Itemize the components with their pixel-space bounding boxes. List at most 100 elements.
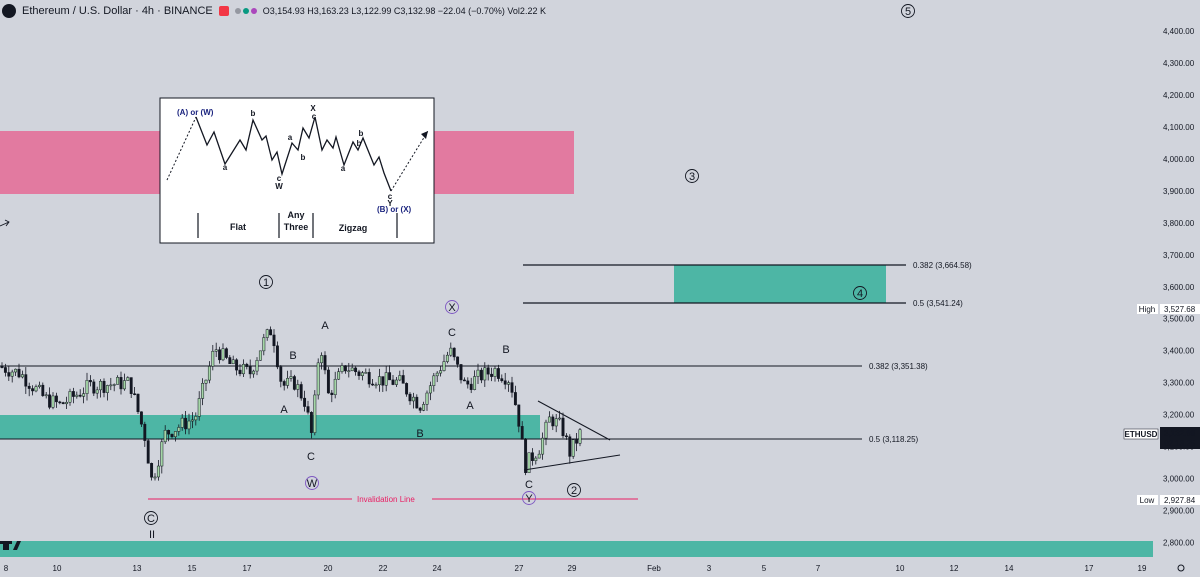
- time-tick-label: 10: [896, 564, 905, 573]
- price-tick-label: 3,900.00: [1163, 187, 1195, 196]
- time-tick-label: 29: [568, 564, 577, 573]
- candle-bear: [235, 359, 239, 371]
- candle-bear: [330, 392, 334, 396]
- candle-bull: [160, 441, 164, 467]
- price-tick-label: 4,300.00: [1163, 59, 1195, 68]
- candle-bear: [150, 463, 154, 478]
- price-tick-label: 4,100.00: [1163, 123, 1195, 132]
- candle-bull: [286, 378, 290, 386]
- candle-bear: [54, 395, 58, 403]
- candle-bear: [513, 392, 517, 406]
- candle-bear: [462, 379, 466, 382]
- time-tick-label: 13: [133, 564, 142, 573]
- triangle-upper-line[interactable]: [537, 400, 611, 441]
- symbol-tag-box: [1123, 428, 1159, 440]
- wave-Y-label: Y: [525, 493, 533, 505]
- candle-bear: [371, 383, 375, 386]
- high-tag-box: [1137, 304, 1158, 314]
- candle-bull: [558, 417, 562, 420]
- candle-bear: [92, 381, 96, 394]
- gear-icon[interactable]: [1177, 564, 1185, 572]
- candle-bull: [541, 437, 545, 455]
- time-tick-label: 19: [1138, 564, 1147, 573]
- candle-bull: [68, 391, 72, 403]
- candle-bull: [473, 376, 477, 390]
- candle-bull: [221, 348, 225, 361]
- price-axis[interactable]: 4,400.00 4,300.00 4,200.00 4,100.00 4,000.00…: [1163, 27, 1195, 548]
- candle-bear: [292, 376, 296, 390]
- inset-a-3: a: [341, 164, 346, 173]
- candle-bear: [24, 374, 28, 387]
- last-price: 3,132.98: [1164, 429, 1196, 438]
- candle-bear: [279, 366, 283, 382]
- candle-bear: [119, 377, 123, 390]
- wave-labels: 1 2 3 4 5 C II X W Y A B C A B C A B C: [144, 4, 915, 541]
- fib-label-0382-upper: 0.382 (3,664.58): [913, 261, 972, 270]
- candle-bull: [20, 374, 24, 378]
- inset-b-4: b: [359, 129, 364, 138]
- candle-bull: [262, 337, 266, 352]
- inset-b-3: b: [357, 139, 362, 148]
- candle-bear: [405, 383, 409, 395]
- time-axis[interactable]: 8 10 13 15 17 20 22 24 27 29 Feb 3 5 7 10 12 14 17 19: [4, 564, 1147, 573]
- candle-bear: [41, 384, 45, 396]
- wave-2-label: 2: [571, 485, 577, 497]
- time-tick-label: 3: [707, 564, 712, 573]
- candle-bull: [439, 370, 443, 374]
- axis-settings-icon[interactable]: [1177, 564, 1185, 572]
- candle-bull: [507, 382, 511, 385]
- high-tag: High: [1139, 305, 1155, 314]
- candle-bear: [575, 439, 579, 444]
- candle-bear: [78, 394, 82, 397]
- wave-5-circle: [901, 4, 915, 18]
- wave-A-label-1: A: [280, 404, 288, 416]
- candle-bear: [272, 334, 276, 347]
- symbol-tag: ETHUSD: [1125, 430, 1158, 439]
- symbol-title[interactable]: Ethereum / U.S. Dollar · 4h · BINANCE: [22, 5, 213, 17]
- wave-4-circle: [853, 286, 867, 300]
- candle-bear: [58, 401, 62, 404]
- inset-label-bottom-right: (B) or (X): [377, 205, 412, 214]
- candle-bull: [578, 429, 582, 444]
- candle-bear: [184, 417, 188, 430]
- candle-bull: [99, 380, 103, 391]
- candle-bull: [37, 384, 41, 387]
- candle-bear: [391, 379, 395, 385]
- chart-header: Ethereum / U.S. Dollar · 4h · BINANCE O3…: [0, 2, 546, 20]
- candle-bear: [520, 426, 524, 440]
- inset-b-2: b: [301, 153, 306, 162]
- time-tick-label: 27: [515, 564, 524, 573]
- candle-bear: [496, 368, 500, 379]
- candle-bear: [479, 369, 483, 381]
- low-tag: Low: [1140, 496, 1155, 505]
- time-tick-label: 14: [1005, 564, 1014, 573]
- indicator-dots-icon[interactable]: [234, 8, 257, 14]
- ohlc-readout: O3,154.93 H3,163.23 L3,122.99 C3,132.98 …: [262, 6, 546, 16]
- tv-logo-top-icon: [0, 541, 12, 544]
- wave-1-circle: [259, 275, 273, 289]
- candle-bear: [88, 380, 92, 383]
- candle-bull: [173, 431, 177, 438]
- candle-bull: [211, 350, 215, 367]
- inset-Y: Y: [387, 199, 393, 208]
- candle-bear: [524, 439, 528, 473]
- low-value-box: [1160, 495, 1200, 505]
- wave-1-label: 1: [263, 277, 269, 289]
- candle-bear: [323, 355, 327, 371]
- candle-bull: [194, 416, 198, 421]
- candle-bull: [320, 355, 324, 364]
- candle-bear: [452, 347, 456, 358]
- candle-bear: [7, 372, 11, 377]
- candle-bear: [27, 385, 31, 389]
- candle-bull: [258, 350, 262, 361]
- price-tick-label: 3,000.00: [1163, 475, 1195, 484]
- candle-bear: [61, 402, 65, 405]
- candle-bear: [299, 384, 303, 399]
- candle-bear: [170, 433, 174, 438]
- candle-bull: [394, 379, 398, 385]
- triangle-lower-line[interactable]: [523, 454, 621, 471]
- candle-bear: [136, 393, 140, 413]
- candle-bear: [551, 416, 555, 427]
- wave4-target-zone: [674, 265, 886, 303]
